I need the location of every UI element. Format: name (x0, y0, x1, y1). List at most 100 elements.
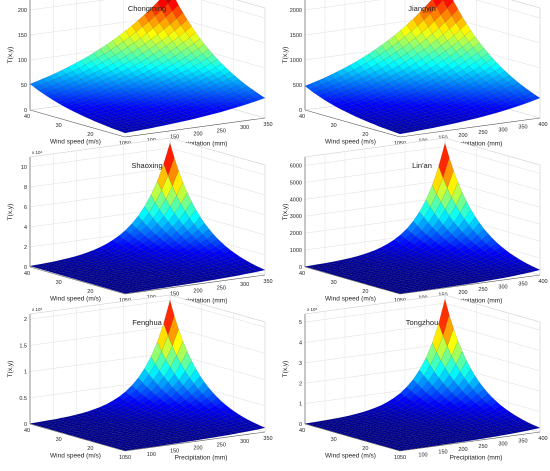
surface-patch (51, 96, 63, 102)
surface-patch (368, 71, 380, 80)
surface-patch (441, 249, 453, 256)
surface-patch (148, 15, 160, 29)
surface-patch (430, 97, 443, 103)
surface-patch (124, 115, 136, 120)
y-tick-label: 250 (217, 442, 226, 448)
z-tick-label: 2 (24, 245, 27, 251)
surface-patch (398, 81, 410, 88)
surface-patch (38, 88, 50, 94)
surface-patch (460, 103, 473, 109)
surface-patch (127, 261, 140, 266)
panel-title: Shaoxing (131, 161, 162, 170)
surface-patch (441, 109, 454, 114)
surface-patch (488, 88, 500, 95)
surface-patch (421, 54, 433, 64)
surface-patch (388, 116, 400, 121)
surface-patch (494, 67, 506, 76)
y-tick-label: 250 (478, 287, 487, 293)
y-tick-label: 200 (458, 447, 467, 453)
surface-patch (98, 89, 110, 96)
z-tick-label: 1.5 (19, 343, 27, 349)
surface-patch (127, 252, 139, 257)
surface-patch (373, 91, 385, 98)
surface-patch (158, 113, 170, 118)
surface-patch (395, 131, 407, 135)
surface-patch (471, 253, 483, 260)
surface-patch (413, 263, 425, 268)
surface-patch (202, 100, 215, 106)
surface-patch (370, 255, 382, 260)
surface-patch (113, 280, 125, 284)
surface-patch (141, 286, 153, 289)
surface-panel: Shaoxing 0 2 4 6 8 10 T(x,y) x 10⁴ 10 20 30 40 Wind s… (7, 137, 273, 305)
y-tick-label: 400 (538, 436, 547, 442)
surface-patch (383, 76, 395, 84)
surface-patch (490, 96, 502, 103)
surface-patch (156, 107, 168, 112)
surface-patch (203, 111, 215, 116)
surface-patch (165, 284, 176, 288)
surface-patch (426, 106, 439, 112)
panel-title: Lin'an (412, 161, 432, 170)
surface-patch (187, 259, 199, 265)
x-tick-label: 40 (299, 428, 305, 434)
surface-patch (121, 85, 133, 92)
surface-patch (464, 30, 476, 43)
surface-patch (484, 110, 496, 116)
surface-patch (185, 252, 197, 258)
surface-patch (161, 244, 173, 251)
surface-patch (97, 249, 109, 254)
surface-patch (232, 256, 244, 262)
z-tick-label: 1500 (290, 33, 302, 39)
x-axis-label: Wind speed (m/s) (325, 453, 376, 460)
surface-patch (113, 93, 125, 99)
surface-patch (360, 107, 372, 113)
surface-patch (101, 251, 114, 256)
surface-patch (403, 98, 415, 104)
x-axis-label: Wind speed (m/s) (50, 139, 101, 146)
surface-patch (57, 94, 69, 100)
surface-patch (175, 101, 187, 107)
surface-patch (149, 261, 161, 266)
surface-patch (184, 281, 196, 285)
z-tick-label: 150 (18, 33, 27, 39)
surface-patch (417, 256, 429, 261)
surface-patch (485, 57, 497, 68)
surface-patch (431, 108, 443, 114)
surface-patch (419, 38, 431, 50)
surface-patch (396, 244, 408, 251)
surface-patch (411, 53, 423, 64)
surface-patch (142, 253, 154, 259)
surface-patch (440, 188, 452, 210)
surface-patch (473, 84, 485, 92)
surface-patch (236, 258, 249, 264)
surface-patch (86, 281, 97, 284)
surface-patch (194, 267, 206, 272)
surface-patch (49, 267, 61, 271)
surface-patch (464, 57, 476, 67)
surface-patch (40, 82, 52, 89)
x-tick-label: 20 (362, 289, 368, 295)
surface-patch (213, 262, 225, 267)
y-tick-label: 300 (240, 282, 249, 288)
surface-patch (441, 64, 453, 74)
z-axis-label: T(x,y) (7, 204, 14, 221)
surface-patch (371, 96, 383, 102)
surface-patch (485, 238, 497, 248)
surface-patch (413, 85, 425, 92)
surface-patch (453, 29, 465, 42)
surface-patch (311, 80, 323, 88)
surface-patch (373, 114, 385, 119)
surface-patch (425, 0, 437, 15)
x-tick-label: 30 (56, 437, 62, 443)
y-tick-label: 300 (240, 125, 249, 131)
z-multiplier: x 10⁵ (32, 307, 43, 312)
surface-patch (196, 252, 208, 258)
surface-patch (121, 46, 133, 57)
surface-patch (381, 40, 393, 52)
surface-patch (512, 97, 524, 103)
surface-patch (228, 273, 240, 277)
surface-patch (456, 100, 468, 106)
surface-patch (385, 86, 398, 93)
